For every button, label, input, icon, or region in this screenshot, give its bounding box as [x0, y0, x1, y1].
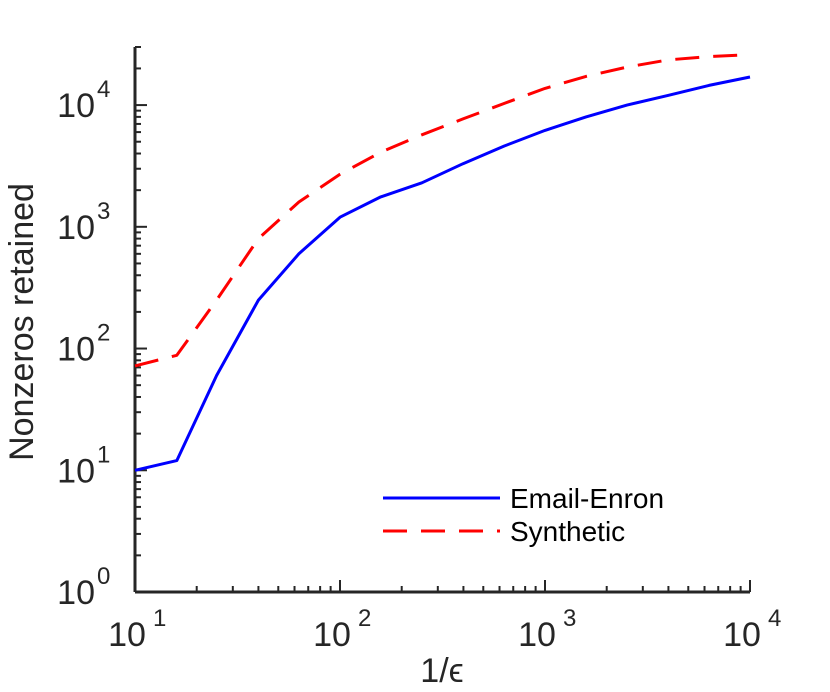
- y-tick-label: 10 2: [57, 320, 110, 369]
- axes: [133, 47, 750, 594]
- x-tick-label: 10 1: [108, 605, 166, 654]
- x-tick-base: 10: [723, 616, 761, 654]
- y-tick-exponent: 1: [97, 441, 110, 468]
- x-tick-exponent: 2: [358, 605, 371, 632]
- series-layer: [134, 53, 751, 472]
- x-tick-base: 10: [313, 616, 351, 654]
- x-tick-exponent: 4: [768, 605, 781, 632]
- y-tick-base: 10: [57, 209, 95, 247]
- y-tick-exponent: 3: [97, 198, 110, 225]
- y-tick-exponent: 2: [97, 320, 110, 347]
- legend: Email-Enron Synthetic: [383, 483, 664, 547]
- y-tick-label: 10 1: [57, 441, 110, 490]
- y-tick-base: 10: [57, 331, 95, 369]
- y-axis-label: Nonzeros retained: [3, 183, 41, 461]
- series-line-email-enron: [134, 75, 751, 472]
- y-tick-exponent: 4: [97, 76, 110, 103]
- x-tick-base: 10: [518, 616, 556, 654]
- y-tick-label: 10 4: [57, 76, 110, 125]
- y-tick-label: 10 0: [57, 563, 110, 612]
- legend-label-synthetic: Synthetic: [510, 516, 625, 547]
- x-tick-exponent: 1: [153, 605, 166, 632]
- x-tick-label: 10 3: [518, 605, 576, 654]
- y-tick-exponent: 0: [97, 563, 110, 590]
- legend-label-email-enron: Email-Enron: [510, 483, 664, 514]
- y-tick-base: 10: [57, 574, 95, 612]
- x-tick-label: 10 4: [723, 605, 781, 654]
- x-tick-base: 10: [108, 616, 146, 654]
- y-tick-base: 10: [57, 452, 95, 490]
- x-tick-exponent: 3: [563, 605, 576, 632]
- x-tick-label: 10 2: [313, 605, 371, 654]
- y-tick-label: 10 3: [57, 198, 110, 247]
- x-ticks: 10 1 10 2 10 3 10 4: [108, 580, 781, 654]
- x-axis-label: 1/ϵ: [420, 652, 463, 690]
- series-line-synthetic: [134, 53, 751, 368]
- y-tick-base: 10: [57, 87, 95, 125]
